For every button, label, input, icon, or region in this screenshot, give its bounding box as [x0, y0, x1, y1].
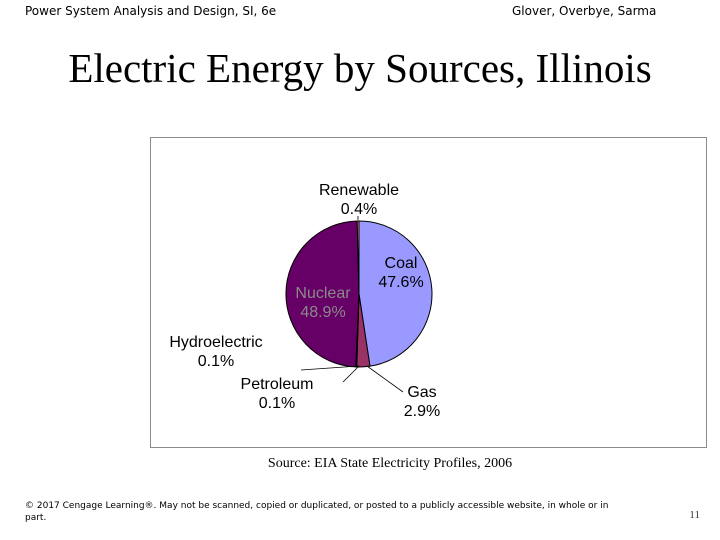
label-value-hydroelectric: 0.1% [198, 353, 234, 370]
pie-slice-coal [358, 220, 433, 367]
label-name-coal: Coal [385, 255, 418, 272]
label-name-nuclear: Nuclear [295, 285, 351, 302]
source-caption: Source: EIA State Electricity Profiles, … [267, 456, 513, 471]
label-name-gas: Gas [407, 384, 436, 401]
label-name-hydroelectric: Hydroelectric [169, 334, 262, 351]
leader-line-gas [366, 365, 404, 393]
pie-slice-renewable [356, 220, 360, 295]
label-name-petroleum: Petroleum [241, 376, 314, 393]
pie-slice-nuclear [285, 220, 360, 368]
leader-line-petroleum [342, 365, 360, 383]
label-name-renewable: Renewable [319, 182, 399, 199]
label-value-coal: 47.6% [378, 274, 423, 291]
leader-line-hydro [300, 365, 360, 371]
label-value-petroleum: 0.1% [259, 395, 295, 412]
copyright-notice: © 2017 Cengage Learning®. May not be sca… [25, 501, 609, 523]
label-value-renewable: 0.4% [341, 201, 377, 218]
pie-chart: Coal 47.6% Gas 2.9% Petroleum 0.1% Hydroelectr… [169, 182, 440, 420]
label-value-gas: 2.9% [404, 403, 440, 420]
chart-frame: Coal 47.6% Gas 2.9% Petroleum 0.1% Hydroelectr… [150, 137, 707, 448]
page-number: 11 [689, 509, 700, 521]
header-authors: Glover, Overbye, Sarma [512, 4, 657, 18]
slide-title: Electric Energy by Sources, Illinois [68, 45, 652, 91]
header-course-title: Power System Analysis and Design, SI, 6e [25, 4, 277, 18]
label-value-nuclear: 48.9% [300, 304, 345, 321]
